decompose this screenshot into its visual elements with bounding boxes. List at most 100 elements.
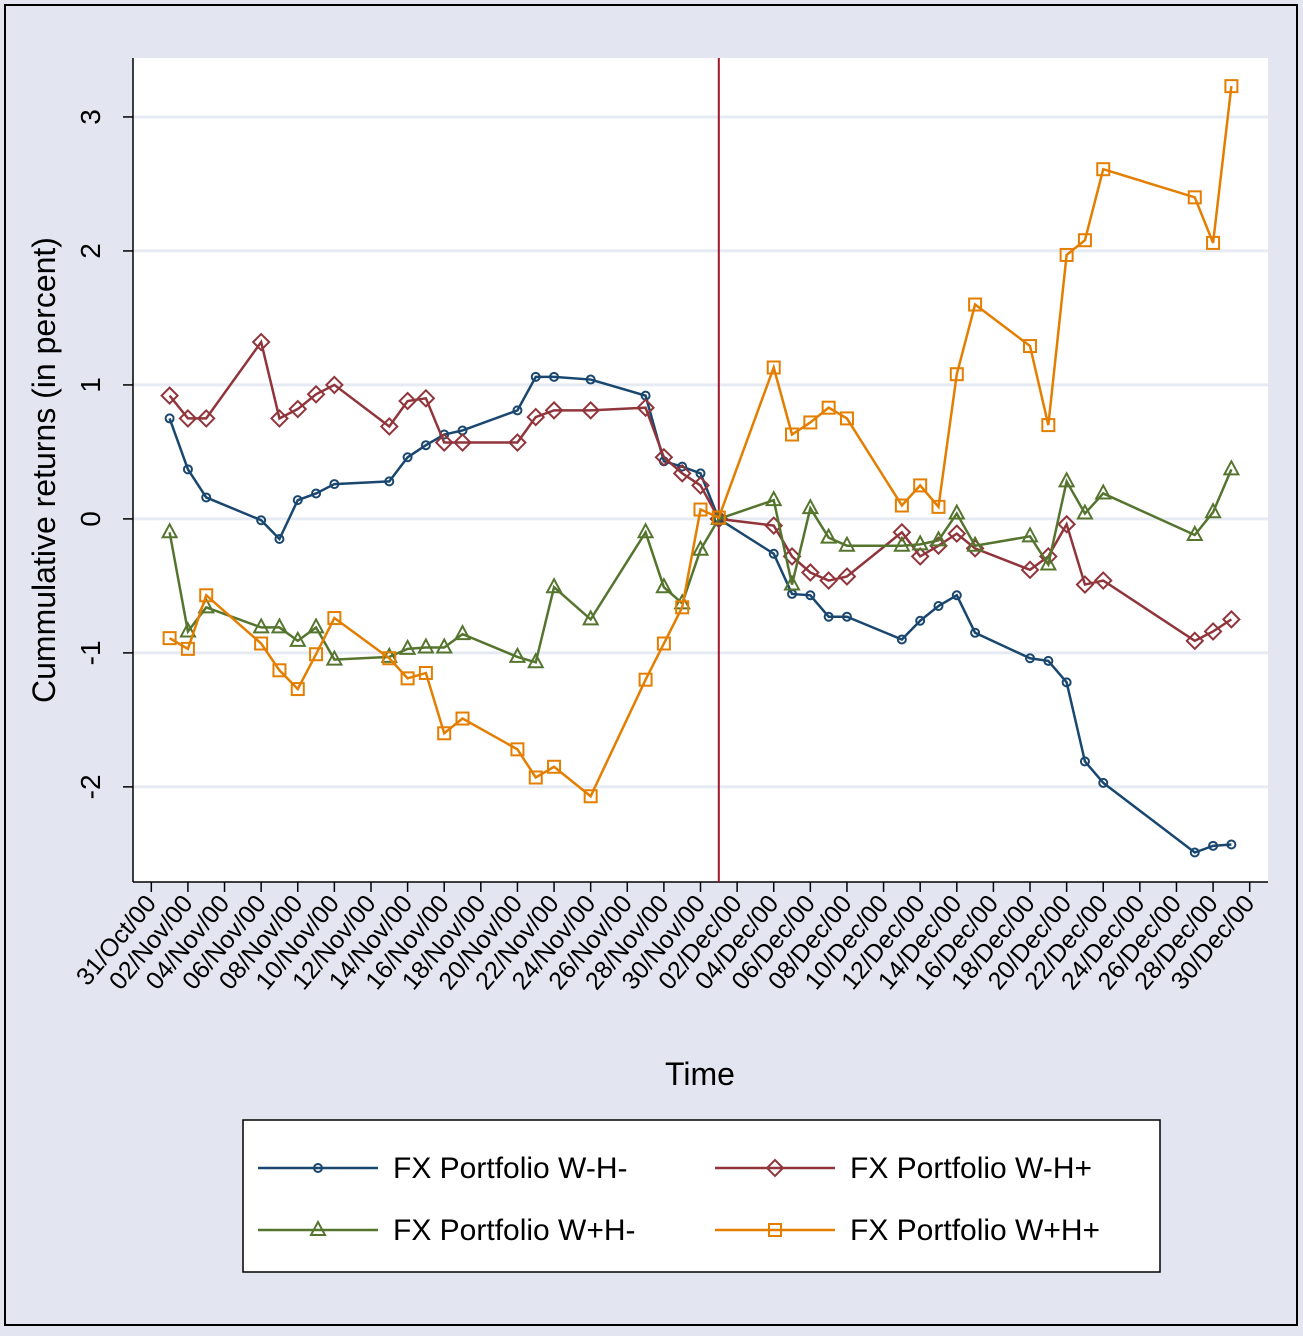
data-point — [251, 332, 271, 352]
data-point — [785, 427, 800, 442]
data-point — [1057, 514, 1077, 534]
data-point — [292, 495, 303, 506]
data-point — [839, 411, 854, 426]
legend-label: FX Portfolio W+H- — [393, 1214, 636, 1247]
data-point — [765, 490, 783, 507]
data-point — [437, 726, 452, 741]
data-point — [1023, 339, 1038, 354]
data-point — [547, 759, 562, 774]
y-tick-label: -2 — [75, 774, 106, 799]
data-point — [768, 548, 779, 559]
data-point — [1203, 622, 1223, 641]
data-point — [289, 630, 307, 647]
data-point — [1226, 839, 1237, 850]
legend-marker — [309, 1219, 327, 1236]
data-point — [583, 789, 598, 804]
data-point — [1041, 418, 1056, 433]
data-point — [199, 588, 214, 603]
data-point — [420, 440, 431, 451]
data-point — [382, 651, 397, 666]
data-point — [1079, 756, 1090, 767]
legend-label: FX Portfolio W+H+ — [850, 1214, 1100, 1247]
data-point — [1208, 840, 1219, 851]
data-point — [819, 571, 839, 590]
data-point — [1204, 502, 1222, 519]
series-line — [168, 468, 1233, 664]
data-point — [933, 600, 944, 611]
data-point — [1061, 677, 1072, 688]
data-point — [398, 391, 418, 411]
data-point — [290, 682, 305, 697]
data-point — [677, 461, 688, 472]
data-point — [329, 479, 340, 490]
series-line — [168, 85, 1233, 799]
data-point — [288, 399, 308, 419]
data-point — [1039, 554, 1057, 571]
data-point — [803, 415, 818, 430]
data-point — [636, 398, 655, 418]
data-point — [893, 535, 911, 552]
data-point — [948, 503, 966, 520]
data-point — [929, 530, 948, 547]
data-point — [384, 476, 395, 487]
data-point — [526, 407, 546, 427]
data-point — [530, 371, 541, 382]
y-tick-label: 1 — [75, 377, 106, 393]
data-point — [1093, 571, 1113, 590]
data-point — [837, 567, 857, 586]
data-point — [1221, 609, 1241, 629]
data-point — [455, 711, 470, 726]
data-point — [638, 672, 653, 687]
data-point — [949, 367, 964, 382]
data-point — [324, 375, 344, 395]
data-point — [1206, 235, 1221, 250]
data-point — [841, 611, 852, 622]
data-point — [379, 417, 399, 436]
data-point — [180, 641, 195, 656]
data-point — [196, 409, 216, 428]
y-tick-label: 0 — [75, 511, 106, 527]
data-point — [306, 384, 326, 404]
legend-label: FX Portfolio W-H+ — [850, 1152, 1092, 1185]
series-line — [168, 339, 1233, 643]
legend-marker — [768, 1223, 782, 1237]
data-point — [1222, 459, 1241, 476]
data-point — [819, 527, 838, 544]
data-point — [913, 478, 928, 493]
data-point — [400, 671, 415, 686]
data-point — [417, 637, 435, 654]
data-point — [821, 400, 836, 415]
data-point — [585, 374, 596, 385]
data-point — [327, 611, 342, 626]
data-point — [256, 515, 267, 526]
data-point — [838, 535, 856, 552]
data-point — [528, 770, 543, 785]
data-point — [164, 413, 175, 424]
data-point — [910, 547, 930, 566]
data-point — [1057, 471, 1076, 488]
data-point — [911, 534, 929, 551]
data-point — [254, 636, 269, 651]
data-point — [1224, 79, 1239, 94]
data-point — [325, 649, 344, 666]
data-point — [434, 433, 454, 452]
data-point — [805, 590, 816, 601]
data-point — [1043, 655, 1054, 666]
data-point — [402, 452, 413, 463]
data-point — [782, 547, 802, 566]
data-point — [544, 400, 564, 420]
data-point — [309, 647, 324, 662]
data-point — [1096, 162, 1111, 177]
data-point — [1098, 777, 1109, 788]
data-point — [307, 617, 325, 634]
data-point — [416, 388, 436, 408]
data-point — [1187, 190, 1202, 205]
data-point — [1020, 560, 1040, 580]
data-point — [1077, 233, 1092, 248]
data-point — [270, 409, 289, 428]
data-point — [1185, 631, 1205, 651]
data-point — [545, 577, 563, 594]
y-tick-label: 3 — [75, 109, 106, 125]
data-point — [1189, 847, 1200, 858]
data-point — [691, 475, 710, 495]
